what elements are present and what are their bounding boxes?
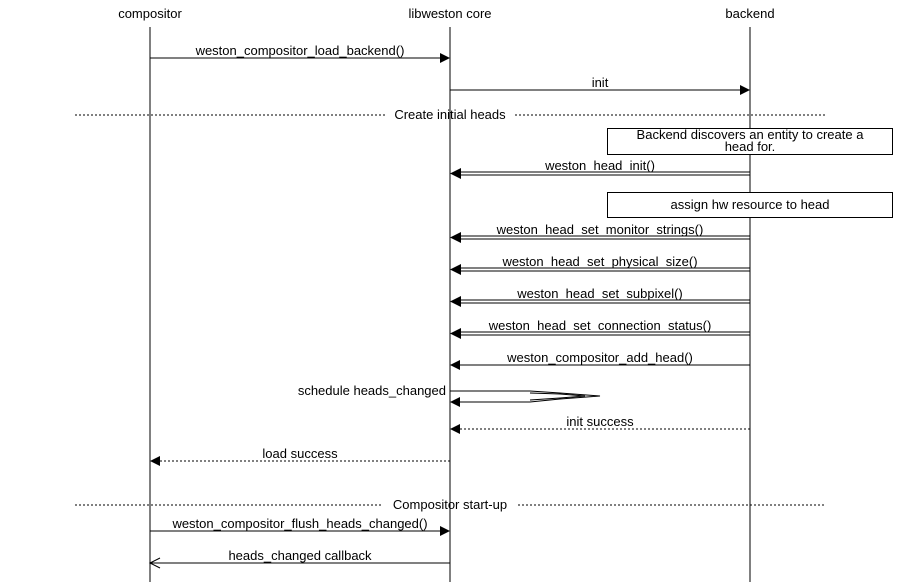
entity-backend: backend — [725, 6, 774, 21]
svg-text:Compositor start-up: Compositor start-up — [393, 497, 507, 512]
svg-text:assign hw resource to head: assign hw resource to head — [671, 197, 830, 212]
entity-compositor: compositor — [118, 6, 182, 21]
svg-text:weston_head_init(): weston_head_init() — [544, 158, 655, 173]
svg-text:weston_head_set_physical_size(: weston_head_set_physical_size() — [501, 254, 697, 269]
svg-text:init success: init success — [566, 414, 634, 429]
note-assign-hw: assign hw resource to head — [607, 192, 893, 218]
svg-text:weston_head_set_connection_sta: weston_head_set_connection_status() — [488, 318, 712, 333]
message-set-physical-size: weston_head_set_physical_size() — [450, 254, 750, 275]
svg-text:weston_head_set_monitor_string: weston_head_set_monitor_strings() — [496, 222, 704, 237]
message-init: init — [450, 75, 750, 95]
entity-libweston-core: libweston core — [408, 6, 491, 21]
message-add-head: weston_compositor_add_head() — [450, 350, 750, 370]
svg-text:load success: load success — [262, 446, 338, 461]
divider-compositor-startup: Compositor start-up — [75, 497, 825, 512]
svg-text:weston_compositor_load_backend: weston_compositor_load_backend() — [195, 43, 405, 58]
message-schedule-heads-changed: schedule heads_changed — [298, 383, 601, 407]
message-set-monitor-strings: weston_head_set_monitor_strings() — [450, 222, 750, 243]
svg-text:head for.: head for. — [725, 139, 776, 154]
message-flush-heads-changed: weston_compositor_flush_heads_changed() — [150, 516, 450, 536]
message-heads-changed-callback: heads_changed callback — [148, 548, 450, 569]
message-load-success: load success — [150, 446, 450, 466]
note-backend-discovers: Backend discovers an entity to create a … — [607, 127, 893, 155]
message-set-connection-status: weston_head_set_connection_status() — [450, 318, 750, 339]
svg-text:weston_head_set_subpixel(): weston_head_set_subpixel() — [516, 286, 683, 301]
svg-text:schedule heads_changed: schedule heads_changed — [298, 383, 446, 398]
divider-create-initial-heads: Create initial heads — [75, 107, 825, 122]
message-set-subpixel: weston_head_set_subpixel() — [450, 286, 750, 307]
svg-text:Backend discovers an entity to: Backend discovers an entity to create a — [637, 127, 865, 142]
svg-text:init: init — [592, 75, 609, 90]
svg-text:weston_compositor_add_head(): weston_compositor_add_head() — [506, 350, 693, 365]
svg-text:heads_changed callback: heads_changed callback — [228, 548, 372, 563]
message-load-backend: weston_compositor_load_backend() — [150, 43, 450, 63]
svg-text:Create initial heads: Create initial heads — [394, 107, 506, 122]
svg-text:weston_compositor_flush_heads_: weston_compositor_flush_heads_changed() — [171, 516, 427, 531]
message-head-init: weston_head_init() — [450, 158, 750, 179]
message-init-success: init success — [450, 414, 750, 434]
